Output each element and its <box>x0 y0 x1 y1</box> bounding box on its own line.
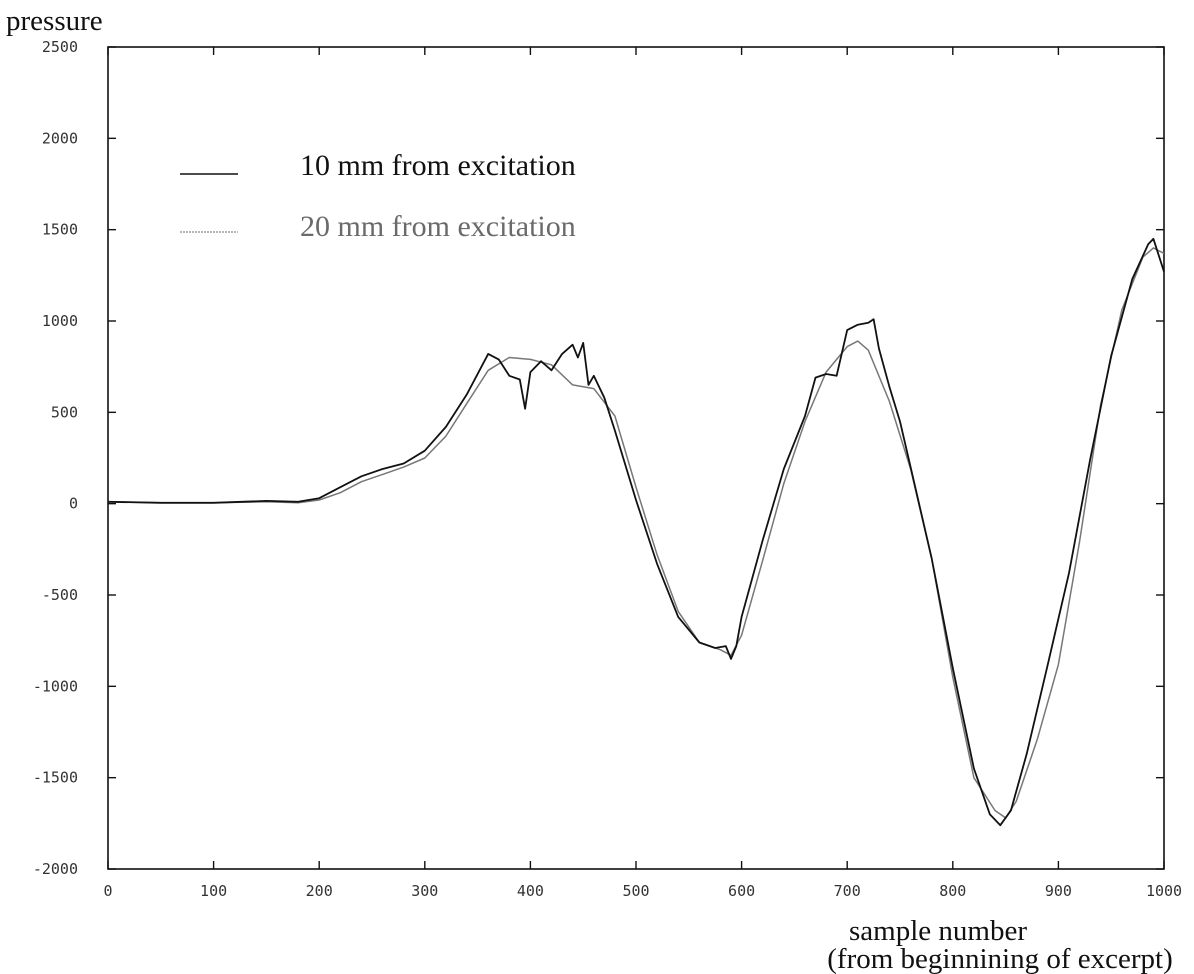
y-tick-label: 2000 <box>42 129 78 147</box>
y-tick-label: 0 <box>69 495 78 513</box>
y-tick-label: -500 <box>42 586 78 604</box>
x-tick-label: 1000 <box>1146 882 1182 900</box>
series-layer <box>107 237 1165 827</box>
x-tick-label: 900 <box>1045 882 1072 900</box>
y-ticks <box>108 46 1164 870</box>
plot-frame <box>107 46 1165 870</box>
x-tick-label: 300 <box>411 882 438 900</box>
y-axis-label: pressure <box>6 5 103 37</box>
y-tick-label: -1500 <box>33 769 78 787</box>
y-tick-label: 1000 <box>42 312 78 330</box>
x-ticks <box>107 47 1165 869</box>
legend-label-10mm: 10 mm from excitation <box>300 149 576 182</box>
legend-label-20mm: 20 mm from excitation <box>300 210 576 243</box>
x-tick-label: 700 <box>834 882 861 900</box>
x-tick-label: 500 <box>622 882 649 900</box>
series-line-10mm <box>107 237 1165 827</box>
y-tick-label: -1000 <box>33 677 78 695</box>
x-axis-label-line2: (from beginnining of excerpt) <box>827 943 1172 974</box>
x-tick-labels: 0 100 200 300 400 500 600 700 800 900 1000 <box>103 882 1182 900</box>
x-axis-label-line1: sample number <box>849 915 1027 947</box>
x-tick-label: 600 <box>728 882 755 900</box>
x-tick-label: 200 <box>306 882 333 900</box>
y-tick-labels: 2500 2000 1500 1000 500 0 -500 -1000 -1500 -2000 <box>33 38 78 878</box>
x-tick-label: 100 <box>200 882 227 900</box>
y-tick-label: 500 <box>51 403 78 421</box>
x-tick-label: 400 <box>517 882 544 900</box>
legend: 10 mm from excitation 20 mm from excitat… <box>180 149 576 243</box>
y-tick-label: -2000 <box>33 860 78 878</box>
y-tick-label: 2500 <box>42 38 78 56</box>
x-tick-label: 0 <box>103 882 112 900</box>
x-tick-label: 800 <box>939 882 966 900</box>
series-line-20mm <box>107 247 1165 819</box>
y-tick-label: 1500 <box>42 221 78 239</box>
